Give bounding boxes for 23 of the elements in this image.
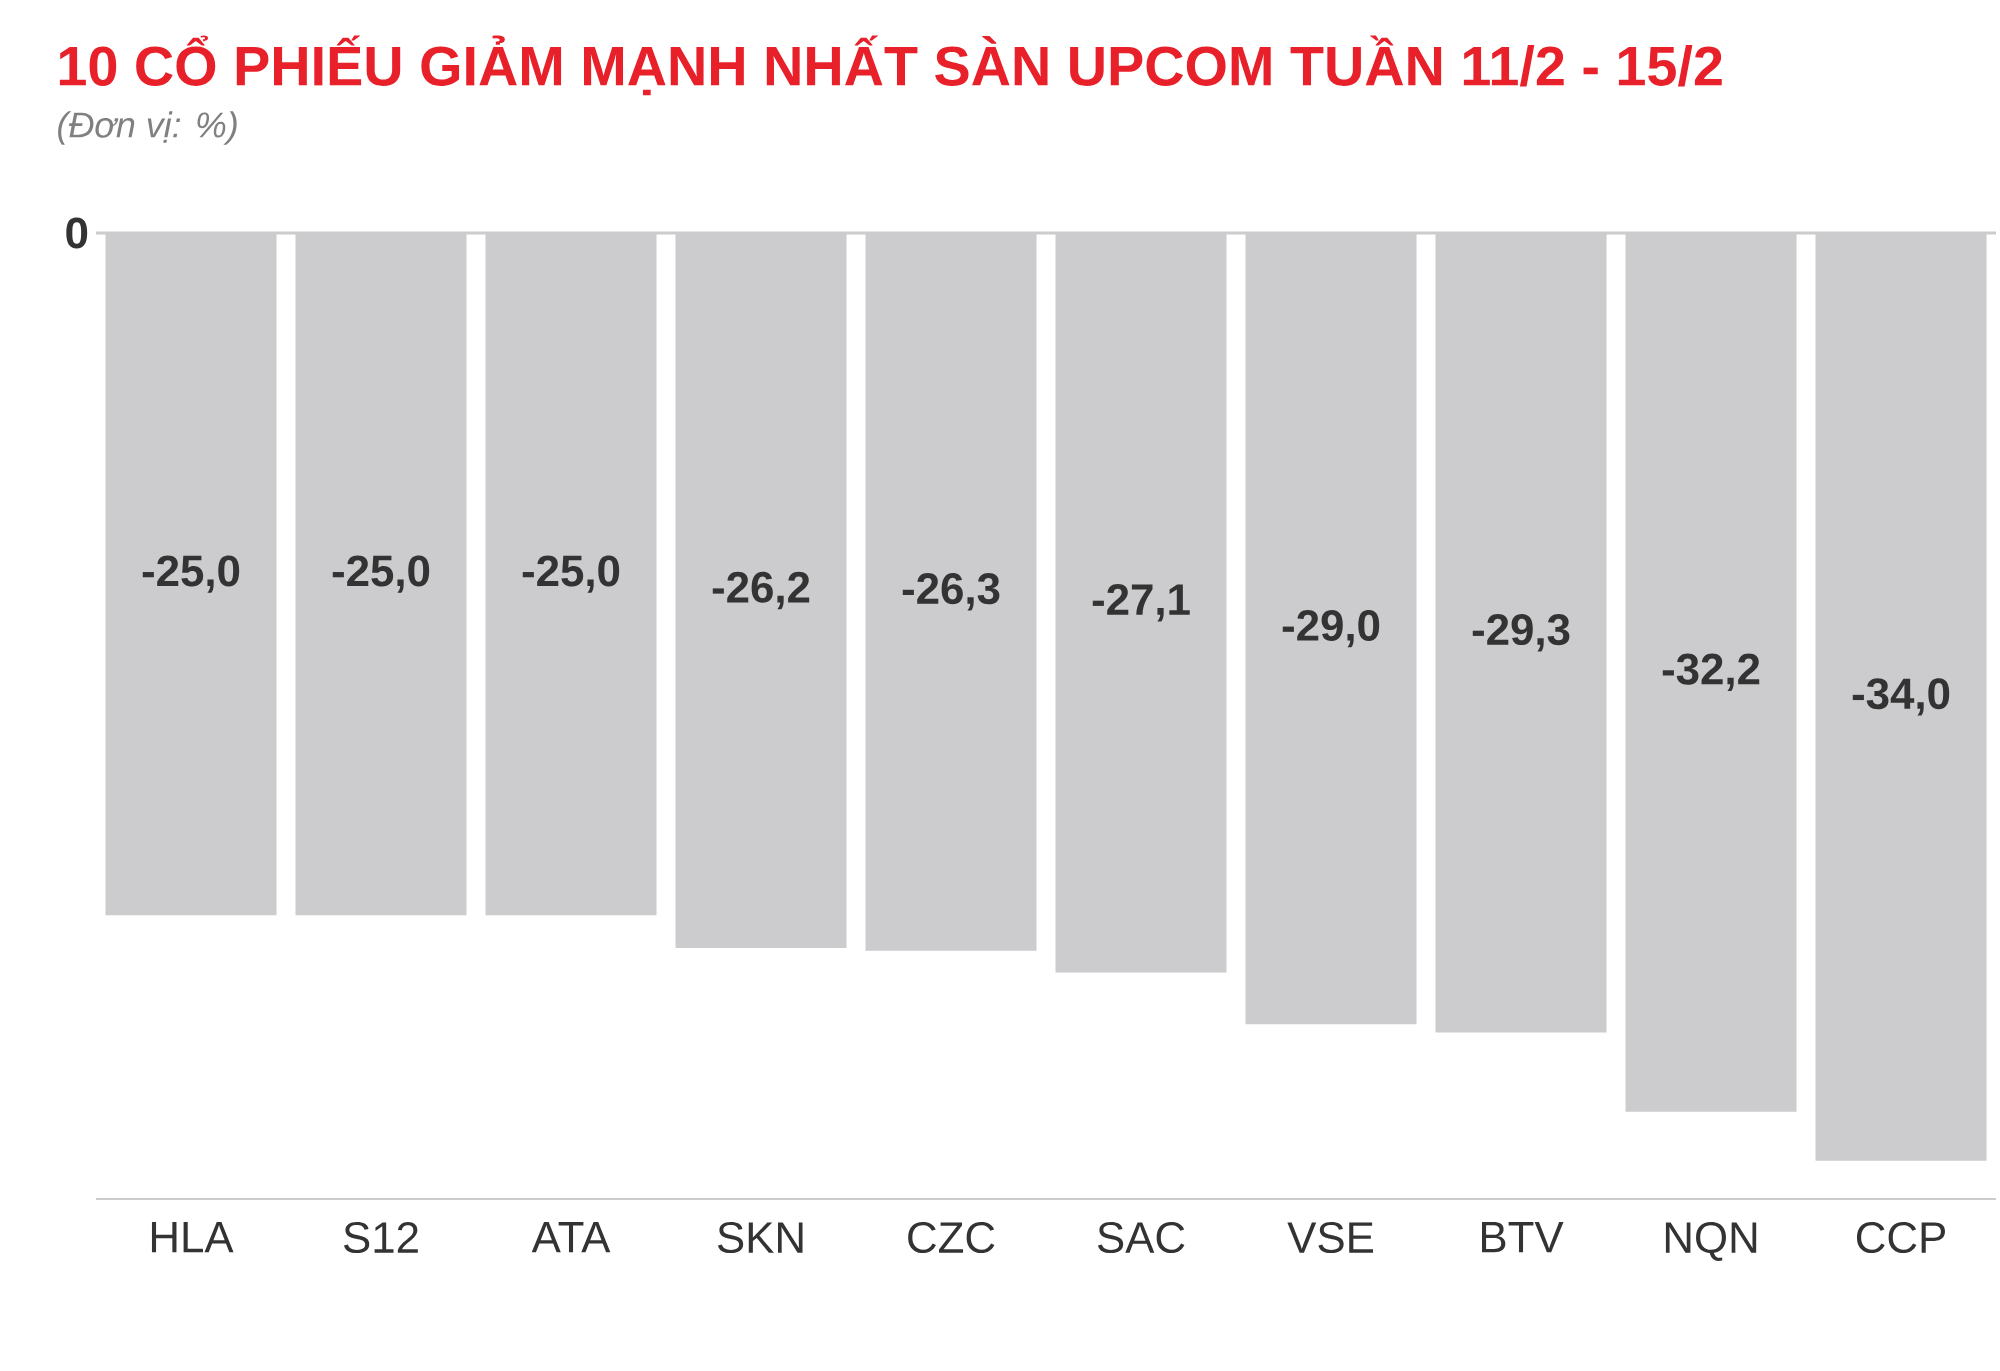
data-label: -29,3 [1472, 614, 1570, 652]
x-tick-label: VSE [1287, 1222, 1374, 1254]
data-label: -26,2 [712, 571, 810, 610]
data-label: -29,0 [1282, 609, 1380, 648]
x-tick-label: S12 [344, 1222, 418, 1254]
x-tick-label: CZC [908, 1222, 995, 1254]
ref-line-label: 0 [66, 217, 88, 249]
x-tick-label: NQN [1665, 1222, 1757, 1261]
data-label: -26,3 [902, 573, 1000, 611]
data-label: -25,0 [332, 555, 430, 593]
data-label: -34,0 [1852, 678, 1950, 716]
data-label: -27,1 [1092, 584, 1190, 622]
x-tick-label: CCP [1856, 1222, 1945, 1254]
data-label: -25,0 [142, 555, 240, 593]
x-tick-label: SKN [717, 1222, 803, 1254]
chart-subtitle: (Đơn vị: %) [58, 111, 237, 145]
x-tick-label: SAC [1097, 1222, 1185, 1254]
x-tick-label: ATA [531, 1222, 611, 1253]
data-label: -25,0 [522, 555, 620, 593]
data-label: -32,2 [1662, 653, 1760, 692]
x-tick-label: BTV [1481, 1222, 1564, 1253]
x-tick-label: HLA [151, 1222, 234, 1253]
chart-title: 10 CỔ PHIẾU GIẢM MẠNH NHẤT SÀN UPCOM TUẦN 11/2 - 15/2 [59, 35, 1722, 96]
